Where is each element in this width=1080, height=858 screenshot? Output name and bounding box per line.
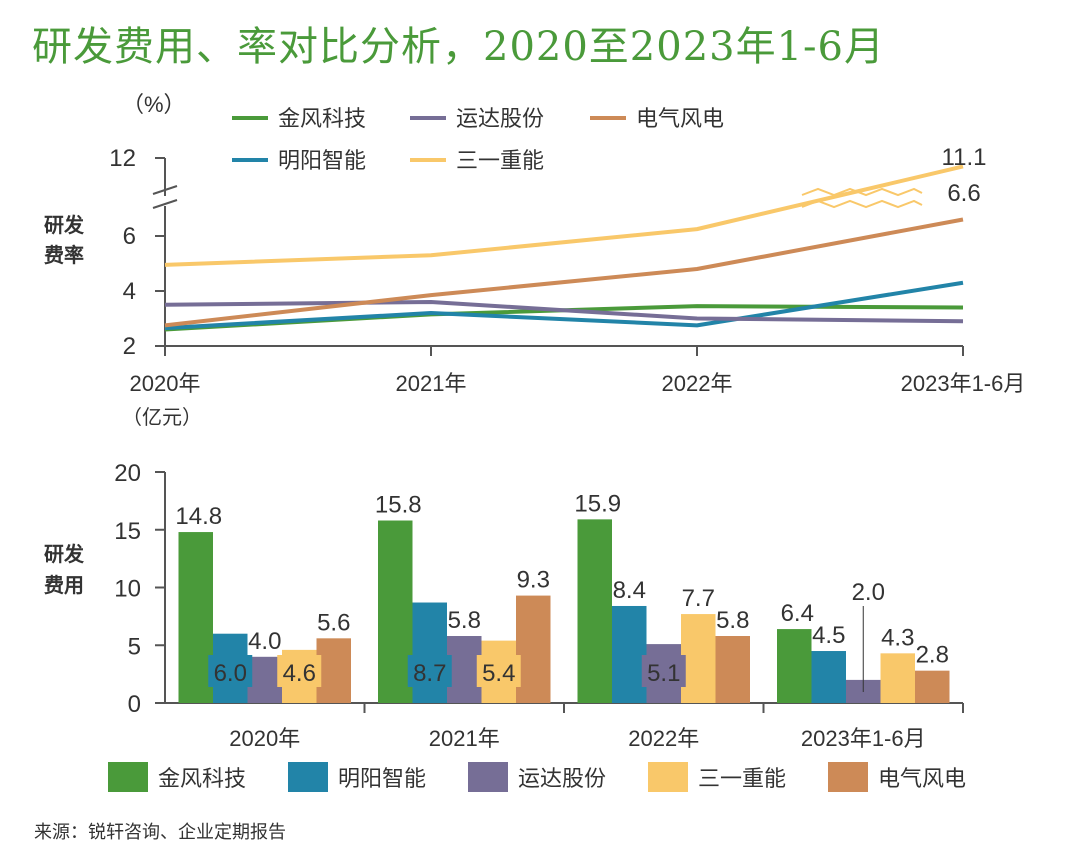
line-legend-label: 运达股份 — [456, 107, 544, 132]
bar-series-group: 14.86.04.04.65.615.88.75.85.49.315.98.45… — [175, 490, 950, 703]
axis-break-mark-2 — [152, 199, 178, 209]
bar-chart: （亿元） 研发 费用 0 5 10 15 20 2020年 2021年 2022年 2023年1… — [44, 405, 966, 792]
bar-legend-label: 运达股份 — [518, 767, 606, 792]
line-x-tick-label: 2023年1-6月 — [901, 371, 1026, 396]
data-label-sany-2023: 11.1 — [942, 144, 987, 171]
bar-legend-label: 电气风电 — [878, 767, 966, 792]
bar-data-label: 2.0 — [852, 579, 885, 606]
bar-2-0 — [247, 656, 282, 703]
bar-y-tick-label: 20 — [114, 460, 141, 487]
bar-data-label: 5.4 — [482, 660, 515, 687]
bar-y-tick-label: 5 — [128, 633, 141, 660]
bar-x-tick-label: 2020年 — [229, 726, 300, 751]
bar-data-label: 15.9 — [574, 490, 621, 517]
line-series-1 — [164, 280, 964, 331]
bar-unit-label: （亿元） — [122, 405, 202, 429]
line-series-4 — [164, 217, 964, 328]
bar-legend: 金风科技 明阳智能 运达股份 三一重能 电气风电 — [108, 762, 966, 792]
bar-4-2 — [715, 636, 750, 703]
chart-title: 研发费用、率对比分析，2020至2023年1-6月 — [32, 24, 886, 70]
bar-x-tick-label: 2023年1-6月 — [801, 726, 926, 751]
bar-data-label: 5.8 — [716, 607, 749, 634]
bar-data-label: 5.8 — [448, 607, 481, 634]
line-y-tick-label: 4 — [123, 278, 136, 305]
bar-4-3 — [915, 670, 950, 703]
bar-data-label: 9.3 — [517, 567, 550, 594]
bar-3-2 — [681, 614, 716, 703]
bar-data-label: 4.0 — [248, 628, 281, 655]
bar-label-box — [407, 655, 452, 687]
line-axes: 2 4 6 12 2020年 2021年 2022年 2023年1-6月 — [109, 145, 1025, 396]
bar-0-3 — [777, 629, 812, 703]
line-x-tick-label: 2021年 — [396, 371, 467, 396]
bar-x-tick-label: 2022年 — [628, 726, 699, 751]
bar-y-tick-label: 10 — [114, 576, 141, 603]
line-series-3 — [164, 164, 964, 267]
bar-y-tick-label: 0 — [128, 691, 141, 718]
line-legend-label: 金风科技 — [278, 107, 366, 132]
bar-ylabel-line2: 费用 — [44, 573, 84, 597]
bar-data-label: 4.6 — [283, 660, 316, 687]
bar-legend-swatch — [828, 762, 868, 792]
source-note: 来源：锐轩咨询、企业定期报告 — [34, 822, 286, 843]
line-x-tick-label: 2022年 — [662, 371, 733, 396]
bar-data-label: 7.7 — [682, 585, 715, 612]
bar-data-label: 8.4 — [613, 577, 646, 604]
bar-legend-swatch — [288, 762, 328, 792]
line-legend-label: 明阳智能 — [278, 149, 366, 174]
line-y-tick-label: 2 — [123, 333, 136, 360]
bar-y-tick-label: 15 — [114, 518, 141, 545]
data-label-dianqi-2023: 6.6 — [947, 180, 980, 207]
bar-data-label: 14.8 — [175, 503, 222, 530]
bar-0-1 — [378, 520, 413, 703]
line-break-zigzag-2 — [801, 199, 923, 209]
bar-4-1 — [516, 595, 551, 703]
bar-label-box — [476, 655, 521, 687]
bar-legend-label: 明阳智能 — [338, 767, 426, 792]
bar-legend-swatch — [108, 762, 148, 792]
bar-ylabel-line1: 研发 — [44, 542, 85, 566]
bar-data-label: 6.4 — [781, 600, 814, 627]
bar-legend-label: 金风科技 — [158, 767, 246, 792]
bar-3-3 — [880, 653, 915, 703]
bar-4-0 — [316, 638, 351, 703]
axis-break-mark-1 — [152, 185, 178, 195]
line-legend-label: 三一重能 — [456, 149, 544, 174]
bar-data-label: 8.7 — [413, 660, 446, 687]
bar-data-label: 5.1 — [647, 660, 680, 687]
bar-label-box — [277, 655, 322, 687]
bar-2-1 — [447, 636, 482, 703]
bar-legend-swatch — [468, 762, 508, 792]
line-unit-label: （%） — [122, 92, 186, 117]
bar-data-label: 15.8 — [375, 492, 422, 519]
line-series-group — [164, 164, 964, 332]
bar-legend-label: 三一重能 — [698, 767, 786, 792]
bar-legend-swatch — [648, 762, 688, 792]
line-y-tick-label: 6 — [123, 223, 136, 250]
line-x-tick-label: 2020年 — [130, 371, 201, 396]
bar-data-label: 6.0 — [214, 660, 247, 687]
bar-data-label: 5.6 — [317, 609, 350, 636]
bar-data-label: 2.8 — [916, 642, 949, 669]
bar-data-label: 4.3 — [881, 624, 914, 651]
bar-1-3 — [811, 651, 846, 703]
bar-x-tick-label: 2021年 — [429, 726, 500, 751]
bar-label-box — [641, 655, 686, 687]
bar-1-1 — [412, 602, 447, 703]
bar-0-2 — [577, 519, 612, 703]
line-series-2 — [164, 300, 964, 324]
bar-data-label: 4.5 — [812, 622, 845, 649]
line-ylabel-line1: 研发 — [44, 213, 85, 237]
line-y-tick-label: 12 — [109, 145, 136, 172]
line-break-zigzag-1 — [801, 187, 923, 197]
bar-label-box — [208, 655, 253, 687]
bar-1-2 — [612, 605, 647, 703]
line-ylabel-line2: 费率 — [44, 243, 84, 267]
line-legend-label: 电气风电 — [636, 107, 724, 132]
bar-0-0 — [178, 532, 213, 703]
